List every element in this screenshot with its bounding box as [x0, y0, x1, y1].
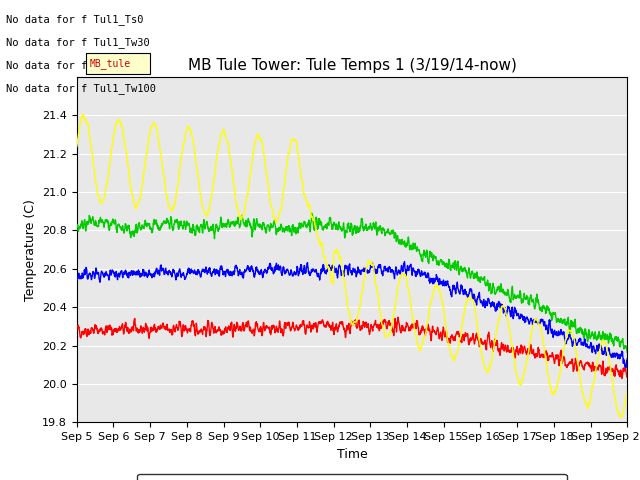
Text: No data for f Tul1_Tw50: No data for f Tul1_Tw50: [6, 60, 150, 72]
Text: No data for f Tul1_Ts0: No data for f Tul1_Ts0: [6, 14, 144, 25]
Title: MB Tule Tower: Tule Temps 1 (3/19/14-now): MB Tule Tower: Tule Temps 1 (3/19/14-now…: [188, 58, 516, 73]
Text: No data for f Tul1_Tw30: No data for f Tul1_Tw30: [6, 37, 150, 48]
Legend: Tul1_Ts-32, Tul1_Ts-16, Tul1_Ts-8, Tul1_Tw+10: Tul1_Ts-32, Tul1_Ts-16, Tul1_Ts-8, Tul1_…: [137, 474, 567, 480]
Text: No data for f Tul1_Tw100: No data for f Tul1_Tw100: [6, 84, 156, 95]
Y-axis label: Temperature (C): Temperature (C): [24, 199, 36, 300]
Text: MB_tule: MB_tule: [90, 58, 131, 69]
X-axis label: Time: Time: [337, 448, 367, 461]
